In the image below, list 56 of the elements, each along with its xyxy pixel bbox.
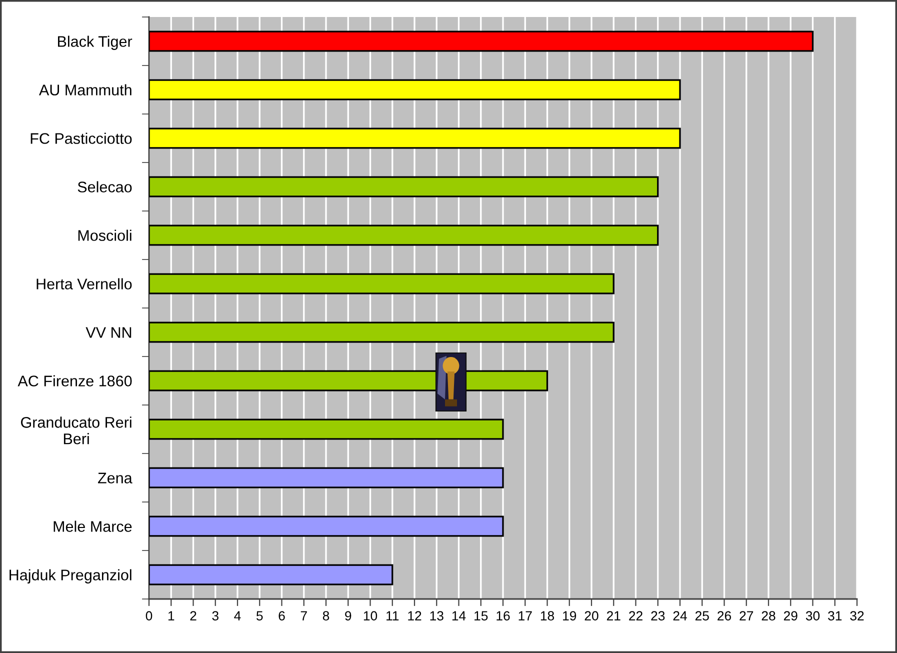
bar <box>149 322 614 343</box>
y-tick-label: Mele Marce <box>54 520 132 532</box>
x-tick-label: 19 <box>563 611 576 620</box>
x-tick-label: 2 <box>190 611 196 620</box>
x-tick-label: 17 <box>518 611 532 620</box>
x-tick-label: 12 <box>408 611 422 620</box>
bar <box>149 224 659 246</box>
y-tick-label: Zena <box>98 472 132 484</box>
x-tick-label: 23 <box>651 611 665 620</box>
x-tick-label: 15 <box>474 611 488 620</box>
x-tick-label: 13 <box>430 611 444 620</box>
x-tick-label: 31 <box>828 611 842 620</box>
y-tick-label: Moscioli <box>78 230 132 241</box>
x-tick-label: 7 <box>300 611 307 620</box>
x-tick-label: 5 <box>256 611 263 620</box>
bar <box>149 273 614 294</box>
bar <box>149 128 681 149</box>
y-tick-label: AC Firenze 1860 <box>18 375 132 386</box>
x-tick-label: 28 <box>762 611 776 620</box>
bar <box>149 176 659 198</box>
y-tick-label: Black Tiger <box>58 36 132 50</box>
x-tick-label: 30 <box>806 611 820 620</box>
y-tick-label: VV NN <box>86 327 132 338</box>
x-tick-label: 1 <box>168 611 174 620</box>
x-tick-label: 14 <box>452 611 466 620</box>
bar <box>149 418 504 440</box>
y-tick-label: Hajduk Preganziol <box>10 569 132 584</box>
x-tick-label: 10 <box>364 611 378 620</box>
x-tick-label: 3 <box>212 611 218 620</box>
bar <box>149 79 681 100</box>
x-tick-label: 0 <box>146 611 152 620</box>
x-tick-label: 9 <box>345 611 352 620</box>
x-tick-label: 29 <box>784 611 798 620</box>
y-tick-label: Granducato Reri Beri <box>21 416 132 444</box>
bar <box>149 30 814 52</box>
y-tick-label: Selecao <box>78 181 132 192</box>
x-tick-label: 20 <box>584 611 598 620</box>
x-tick-label: 22 <box>629 611 642 620</box>
bar <box>149 564 394 586</box>
x-tick-label: 8 <box>322 611 330 620</box>
bar <box>149 467 504 488</box>
y-tick-label: FC Pasticciotto <box>30 132 132 144</box>
x-tick-label: 6 <box>278 611 285 620</box>
y-tick-label: AU Mammuth <box>38 84 132 96</box>
y-tick-label: Herta Vernello <box>36 278 132 290</box>
x-tick-label: 24 <box>673 611 687 620</box>
x-tick-label: 25 <box>695 611 709 620</box>
x-tick-label: 26 <box>718 611 732 620</box>
x-tick-label: 32 <box>850 611 864 620</box>
x-tick-label: 27 <box>740 611 754 620</box>
x-tick-label: 4 <box>234 611 241 620</box>
x-tick-label: 16 <box>496 611 510 620</box>
x-tick-label: 18 <box>540 611 554 620</box>
x-tick-label: 11 <box>386 611 399 620</box>
x-tick-label: 21 <box>606 611 620 620</box>
bar <box>149 516 504 537</box>
